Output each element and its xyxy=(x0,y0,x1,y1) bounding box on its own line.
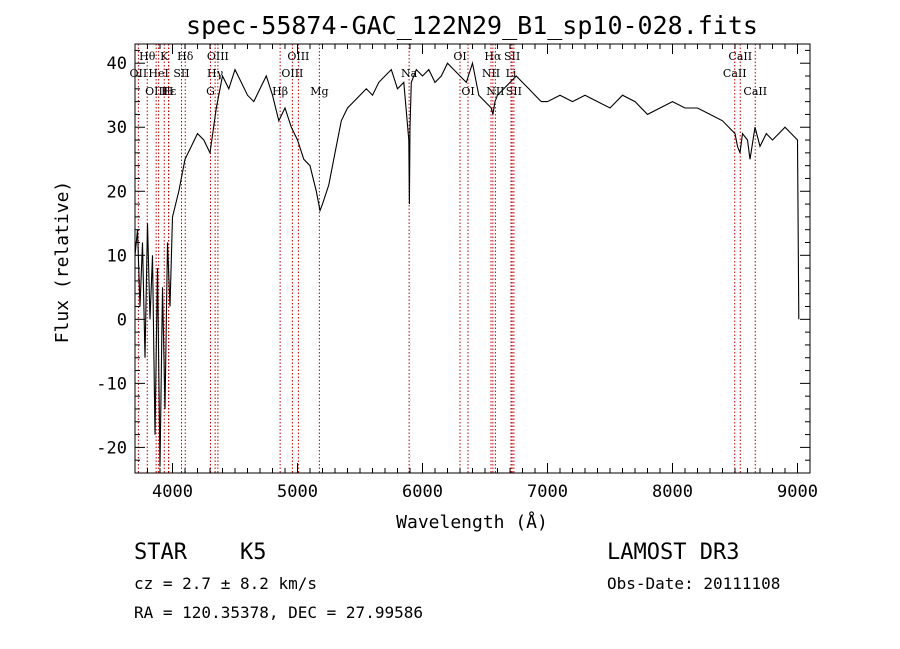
spectrum-line xyxy=(134,61,800,467)
spectral-line-label: OIII xyxy=(207,50,229,63)
x-tick-label: 8000 xyxy=(652,482,693,502)
spectral-line-label: CaII xyxy=(723,67,747,80)
spectral-line-label: Hθ xyxy=(139,50,156,63)
spectral-line-label: CaII xyxy=(743,85,767,98)
survey-name: LAMOST DR3 xyxy=(607,540,740,565)
spectral-line-label: Hγ xyxy=(207,67,224,80)
spectral-line-label: NII xyxy=(482,67,500,80)
object-class: STAR xyxy=(134,540,187,565)
y-tick-label: 40 xyxy=(107,54,127,74)
spectral-line-label: OI xyxy=(453,50,466,63)
object-subclass: K5 xyxy=(240,540,267,565)
spectral-line-label: Hα xyxy=(484,50,502,63)
x-tick-label: 5000 xyxy=(277,482,318,502)
spectral-line-label: OII xyxy=(130,67,148,80)
x-tick-label: 9000 xyxy=(777,482,818,502)
spectral-line-label: Hε xyxy=(161,85,177,98)
x-tick-label: 7000 xyxy=(527,482,568,502)
spectral-line-label: OIII xyxy=(281,67,303,80)
x-tick-label: 6000 xyxy=(402,482,443,502)
spectral-line-label: SII xyxy=(506,85,522,98)
plot-frame xyxy=(134,43,811,474)
y-tick-label: 10 xyxy=(107,246,127,266)
spectral-line-label: SII xyxy=(173,67,189,80)
observation-date: Obs-Date: 20111108 xyxy=(607,574,781,593)
spectral-line-label: Li xyxy=(506,67,517,80)
spectral-line-label: K xyxy=(160,50,169,63)
chart-title: spec-55874-GAC_122N29_B1_sp10-028.fits xyxy=(186,11,758,40)
spectral-line-label: Mg xyxy=(310,85,328,98)
redshift-cz: cz = 2.7 ± 8.2 km/s xyxy=(134,574,318,593)
y-tick-label: 20 xyxy=(107,182,127,202)
spectral-line-label: Hδ xyxy=(177,50,194,63)
spectral-line-label: OIII xyxy=(145,85,167,98)
spectral-line-label: NII xyxy=(486,85,504,98)
y-tick-label: -20 xyxy=(96,438,127,458)
x-tick-label: 4000 xyxy=(152,482,193,502)
spectral-line-label: OI xyxy=(461,85,474,98)
spectral-line-label: CaII xyxy=(728,50,752,63)
x-axis-label: Wavelength (Å) xyxy=(396,511,548,533)
y-axis-label: Flux (relative) xyxy=(52,181,73,344)
spectral-line-label: G xyxy=(206,85,215,98)
y-tick-label: 0 xyxy=(117,310,127,330)
spectral-line-label: H xyxy=(164,85,174,98)
ra-dec: RA = 120.35378, DEC = 27.99586 xyxy=(134,603,423,622)
spectral-line-label: Hβ xyxy=(272,85,288,98)
spectral-line-label: SII xyxy=(504,50,520,63)
spectral-line-label: OIII xyxy=(287,50,309,63)
y-tick-label: -10 xyxy=(96,374,127,394)
spectral-line-label: HeI xyxy=(148,67,168,80)
y-tick-label: 30 xyxy=(107,118,127,138)
